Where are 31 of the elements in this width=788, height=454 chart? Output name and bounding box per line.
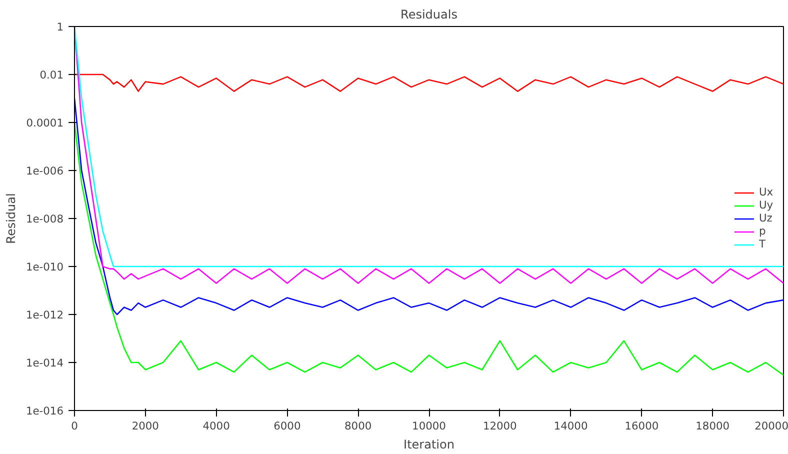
x-tick-label: 6000: [274, 420, 301, 432]
legend-label: p: [759, 224, 767, 238]
legend-label: Uz: [759, 212, 774, 224]
y-tick-label: 0.0001: [26, 116, 64, 130]
y-tick-label: 1e-006: [26, 164, 64, 178]
chart-title: Residuals: [400, 8, 458, 22]
legend-label: T: [759, 238, 767, 250]
y-tick-label: 1e-008: [26, 212, 64, 226]
line-series: [74, 122, 784, 376]
y-tick-label: 1e-014: [26, 356, 64, 370]
line-series: [74, 98, 784, 316]
legend-label: Ux: [759, 186, 774, 198]
x-axis-title: Iteration: [404, 438, 454, 452]
x-tick-label: 4000: [202, 420, 230, 432]
y-tick-label: 1e-012: [26, 308, 64, 322]
y-axis-title: Residual: [4, 193, 18, 244]
x-tick-label: 20000: [754, 420, 788, 432]
y-tick-label: 1e-016: [26, 404, 64, 418]
x-tick-label: 12000: [482, 420, 518, 432]
y-tick-label: 0.01: [40, 68, 64, 82]
x-tick-label: 16000: [624, 420, 659, 432]
x-tick-label: 10000: [412, 420, 446, 432]
y-tick-label: 1e-010: [26, 260, 64, 274]
x-tick-label: 18000: [696, 420, 730, 432]
x-tick-label: 8000: [344, 420, 372, 432]
legend-label: Uy: [759, 198, 774, 212]
line-series: [74, 74, 784, 92]
x-tick-label: 0: [71, 420, 78, 432]
x-tick-label: 2000: [132, 420, 160, 432]
y-tick-label: 1: [56, 20, 64, 34]
x-tick-label: 14000: [554, 420, 588, 432]
